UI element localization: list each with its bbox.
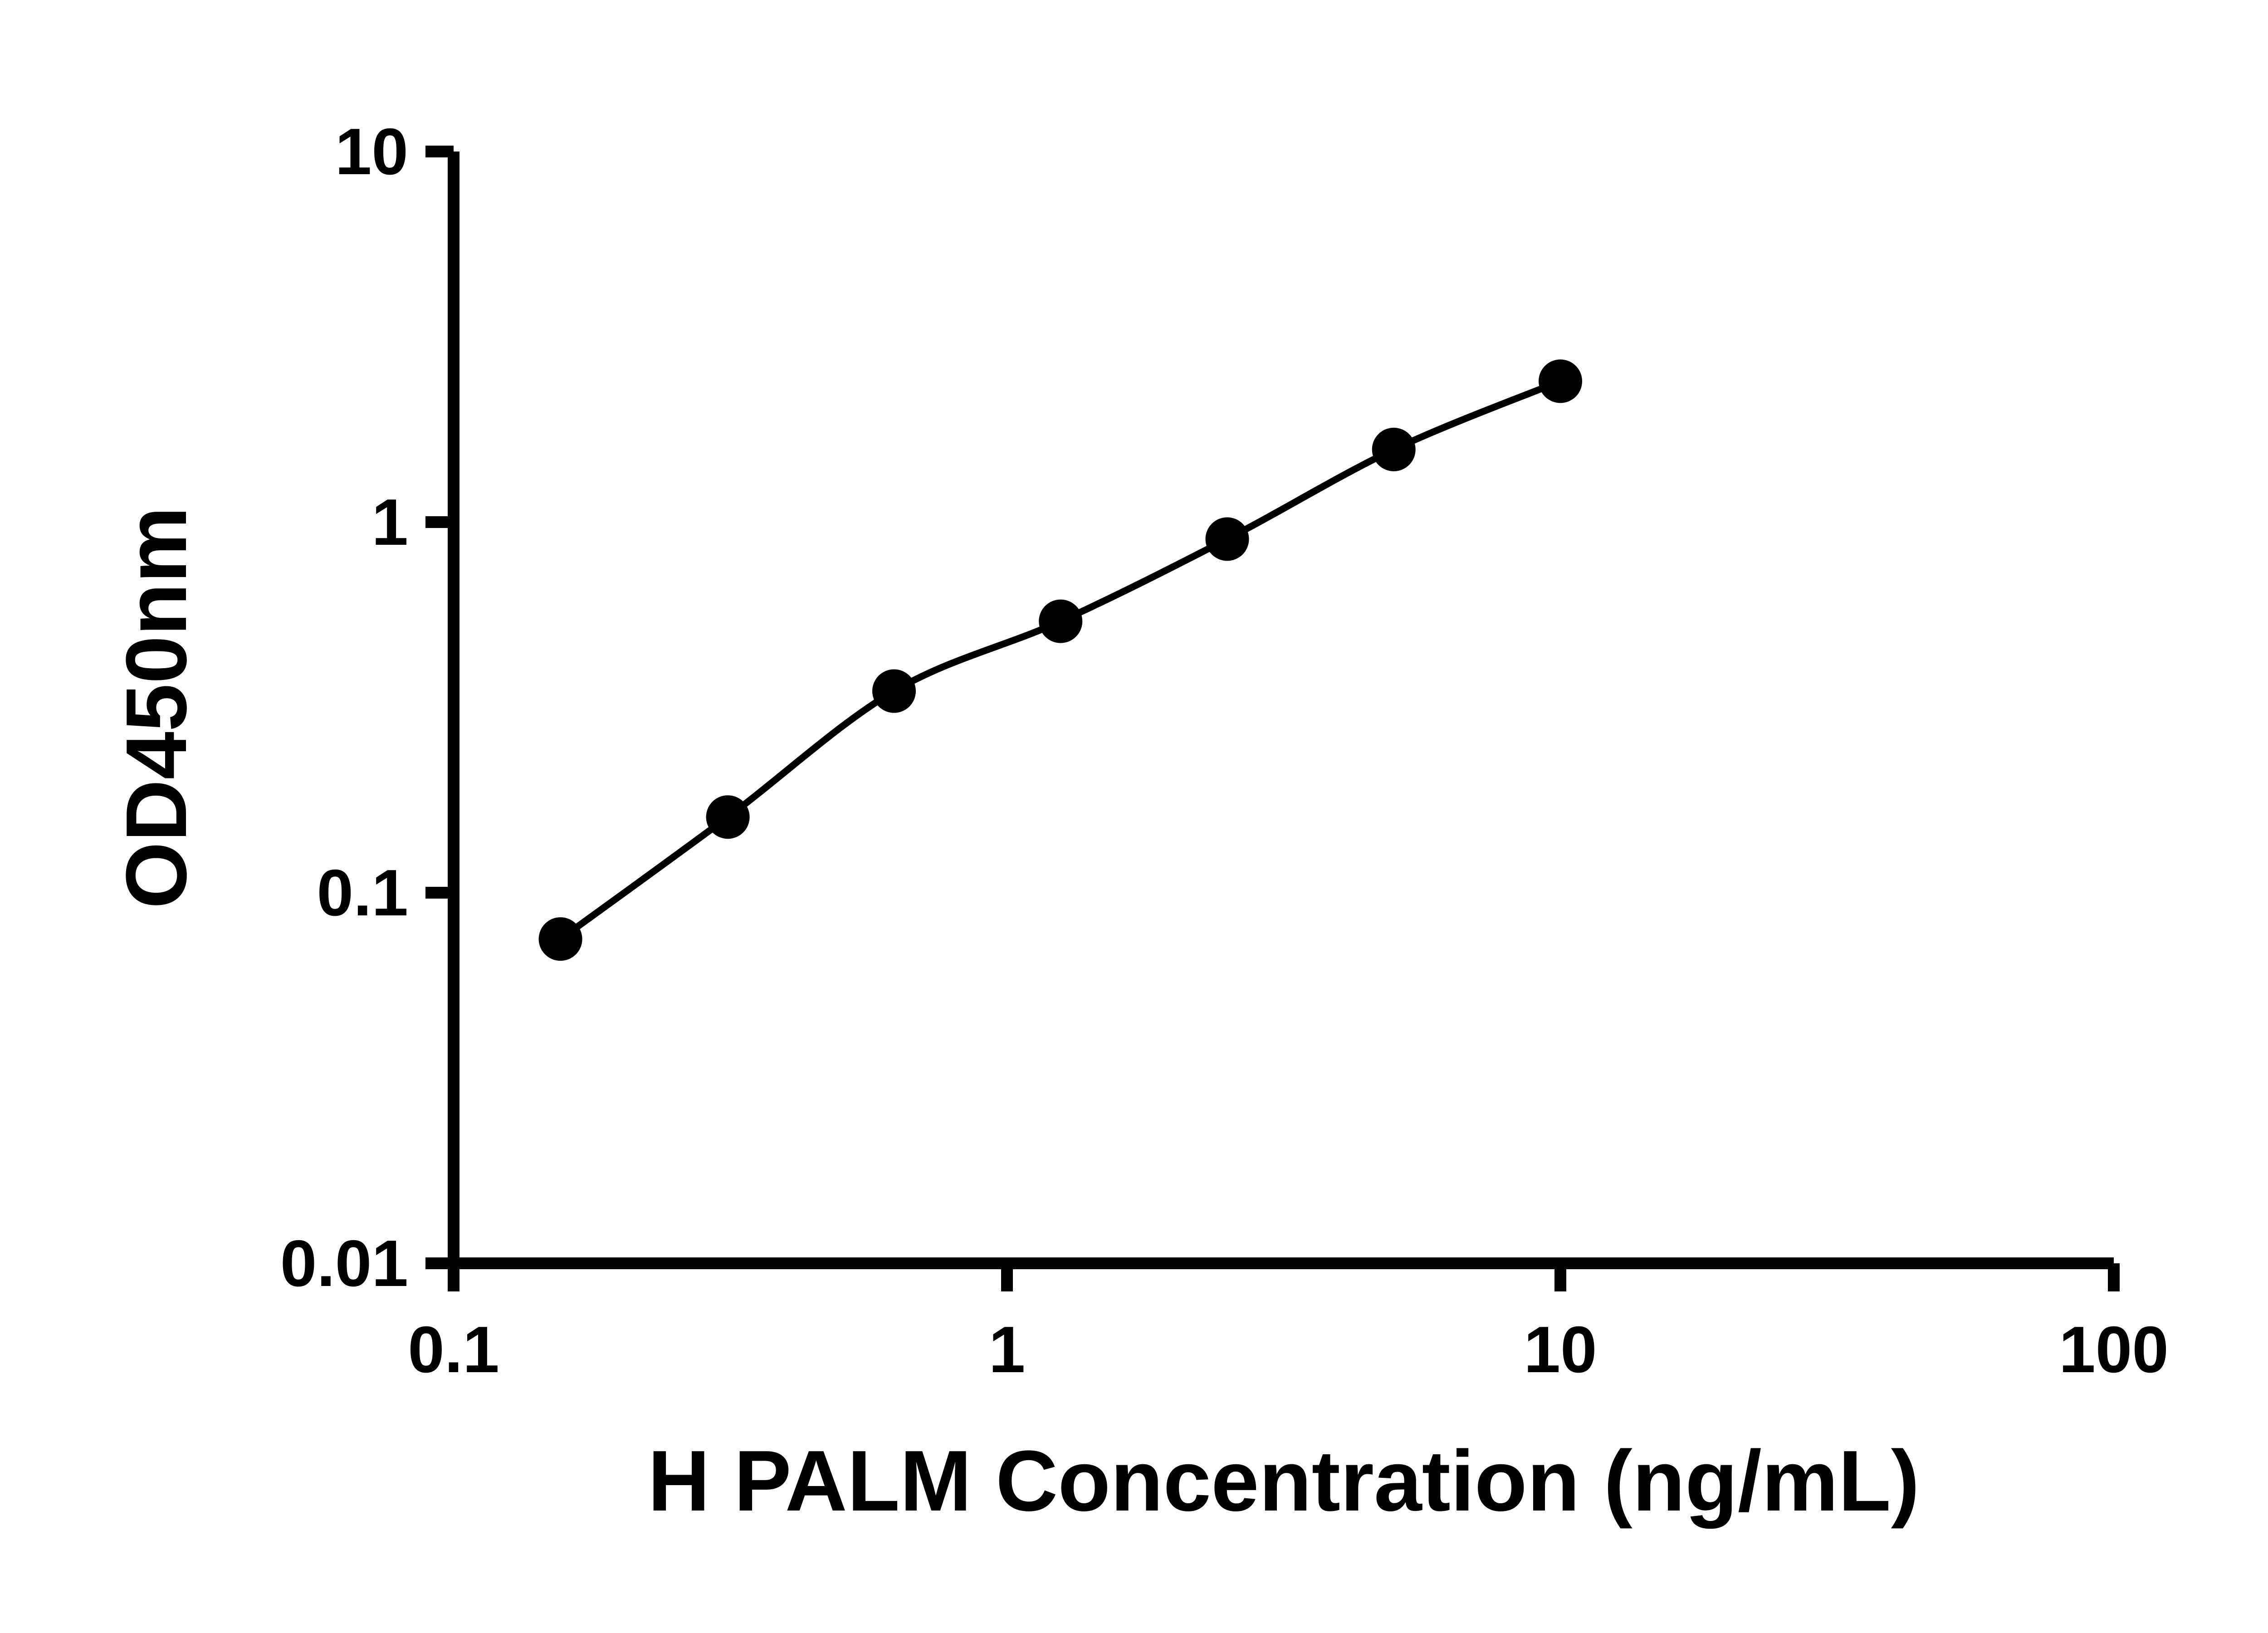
data-point xyxy=(538,917,582,961)
axes-layer xyxy=(448,152,2114,1269)
y-axis-title: OD450nm xyxy=(108,506,205,909)
x-tick-label: 1 xyxy=(989,1313,1026,1386)
data-point xyxy=(1039,599,1083,643)
data-point xyxy=(872,669,916,713)
x-axis-title: H PALM Concentration (ng/mL) xyxy=(648,1433,1920,1529)
y-tick-label: 10 xyxy=(335,115,408,188)
series-layer xyxy=(538,359,1582,961)
fit-line xyxy=(557,377,1564,943)
x-tick-label: 10 xyxy=(1524,1313,1597,1386)
tick-layer xyxy=(425,146,2120,1291)
y-tick-label: 0.1 xyxy=(317,856,408,929)
data-point xyxy=(1205,517,1249,561)
x-tick-label: 100 xyxy=(2059,1313,2169,1386)
data-point xyxy=(706,795,750,839)
data-point xyxy=(1539,359,1582,403)
data-point xyxy=(1372,427,1416,471)
y-tick-label: 1 xyxy=(371,485,408,559)
x-tick-label: 0.1 xyxy=(408,1313,499,1386)
y-tick-label: 0.01 xyxy=(280,1227,408,1300)
